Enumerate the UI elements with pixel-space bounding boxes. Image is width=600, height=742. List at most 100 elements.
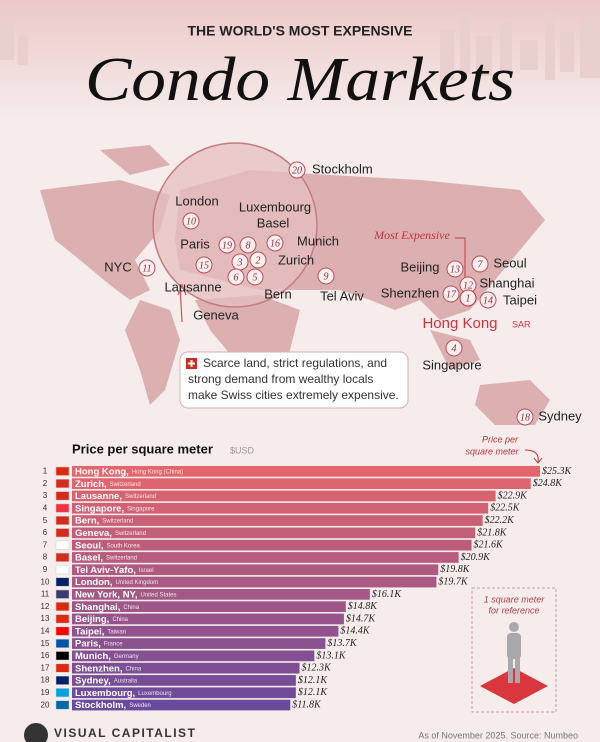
country-name: Switzerland (110, 481, 141, 487)
category-label: Stockholm, Sweden (75, 700, 151, 711)
city-name: Tel Aviv-Yafo, (75, 564, 136, 575)
rank-badge (471, 255, 489, 273)
bar (72, 576, 437, 588)
rank: 5 (43, 516, 48, 525)
rank-badge (138, 259, 156, 277)
annotation-arrow (524, 449, 543, 464)
logo (24, 723, 48, 742)
rank: 19 (41, 688, 50, 697)
rank-number: 7 (478, 259, 484, 270)
category-label: Zurich, Switzerland (75, 478, 141, 489)
flag (55, 577, 70, 587)
bars: 1 $25.3K Hong Kong, Hong Kong (China) 2 $24.8… (41, 466, 573, 711)
category-label: Geneva, Switzerland (75, 528, 146, 539)
flag (55, 663, 70, 673)
country-name: Sweden (129, 703, 151, 709)
flag (55, 491, 70, 501)
annotation: square meter (465, 446, 519, 456)
category-label: Munich, Germany (75, 651, 139, 662)
country-name: Hong Kong (China) (132, 469, 183, 475)
city-name: Sydney, (75, 675, 111, 686)
value-label: $13.1K (316, 650, 347, 661)
bar (72, 539, 472, 551)
rank-number: 16 (270, 238, 280, 249)
category-label: Shanghai, China (75, 601, 140, 612)
category-label: Paris, France (75, 638, 123, 649)
rank-badge (246, 268, 264, 286)
flag (55, 675, 70, 685)
city-label: Singapore (422, 357, 481, 372)
city-label: Taipei (503, 292, 537, 307)
callout: Most Expensive (373, 228, 450, 242)
city-name: Geneva, (75, 528, 112, 539)
rank-number: 11 (142, 263, 151, 274)
city-label: Stockholm (312, 161, 373, 176)
category-label: New York, NY, United States (75, 589, 177, 600)
rank: 9 (43, 565, 48, 574)
city-label: Munich (297, 233, 339, 248)
country-name: Germany (114, 654, 139, 660)
category-label: Sydney, Australia (75, 675, 138, 686)
rank-number: 8 (246, 240, 251, 251)
rank: 6 (43, 528, 48, 537)
reference-box (471, 587, 557, 713)
value-label: $14.7K (346, 613, 377, 624)
city-suffix: SAR (512, 319, 531, 329)
city-name: Shanghai, (75, 601, 120, 612)
rank-badge (182, 212, 200, 230)
flag (55, 602, 70, 612)
city-name: New York, NY, (75, 589, 137, 600)
source: As of November 2025. Source: Numbeo (418, 730, 578, 740)
rank-badge (459, 289, 477, 307)
city-name: Basel, (75, 552, 103, 563)
country-name: South Korea (107, 543, 141, 549)
rank-badge (227, 268, 245, 286)
rank-badge (442, 285, 460, 303)
bar (72, 466, 540, 477)
value-label: $14.4K (340, 626, 371, 637)
city-label: Bern (264, 286, 291, 301)
flag (55, 515, 70, 525)
rank-number: 1 (466, 293, 471, 304)
value-label: $19.7K (438, 576, 469, 587)
bar (72, 650, 315, 662)
country-name: China (112, 617, 128, 623)
rank: 7 (43, 540, 48, 549)
country-name: Luxembourg (138, 690, 171, 696)
rank-number: 15 (199, 260, 209, 271)
bar (72, 662, 300, 674)
city-label: Basel (257, 215, 290, 230)
annotation: Price per (482, 434, 519, 444)
category-label: Singapore, Singapore (75, 503, 155, 514)
title: Condo Markets (85, 46, 515, 114)
country-name: China (123, 604, 139, 610)
rank-number: 4 (452, 343, 457, 354)
flag (55, 614, 70, 624)
country-name: Australia (114, 678, 138, 684)
category-label: London, United Kingdom (75, 577, 158, 588)
rank-number: 20 (292, 165, 302, 176)
bar (72, 625, 339, 637)
reference-square (480, 668, 548, 704)
value-label: $12.1K (298, 687, 329, 698)
rank-badge (195, 256, 213, 274)
rank: 13 (41, 614, 50, 623)
category-label: Basel, Switzerland (75, 552, 137, 563)
city-label: NYC (104, 259, 131, 274)
rank-number: 19 (222, 240, 232, 251)
magnifier-pointer (177, 283, 187, 323)
country-name: Switzerland (106, 555, 137, 561)
rank-badge (239, 236, 257, 254)
bar (72, 552, 459, 563)
category-label: Tel Aviv-Yafo, Israel (75, 564, 154, 575)
rank-number: 3 (237, 257, 243, 268)
category-label: Bern, Switzerland (75, 515, 133, 526)
rank-badge (317, 267, 335, 285)
city-label: Tel Aviv (320, 288, 364, 303)
rank: 15 (41, 639, 50, 648)
flag (55, 638, 70, 648)
rank: 17 (41, 663, 50, 672)
country-name: Israel (139, 567, 154, 573)
flag (55, 528, 70, 538)
